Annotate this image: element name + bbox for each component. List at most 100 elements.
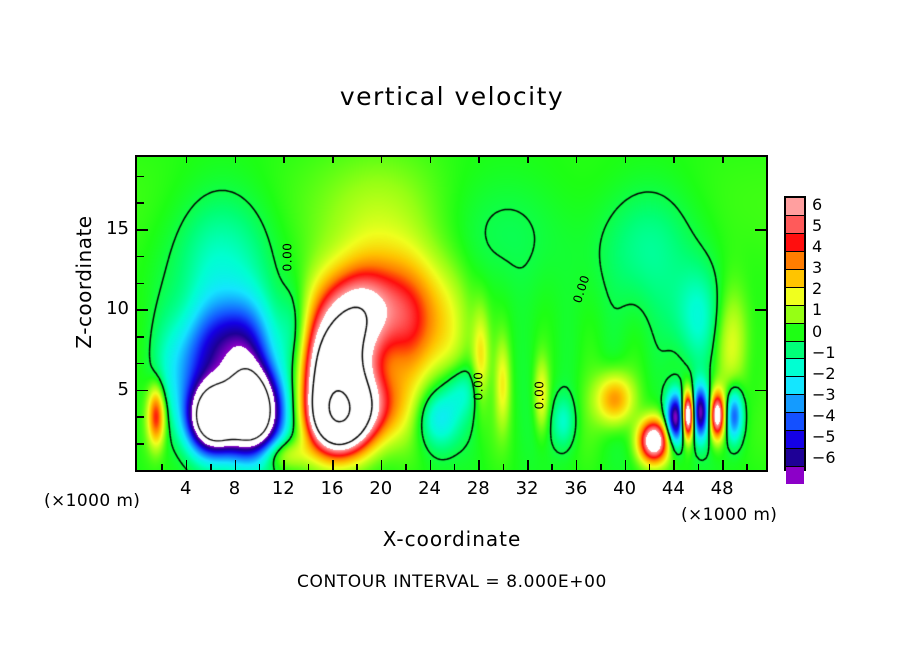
- x-axis-minor-tick: [551, 464, 553, 470]
- y-axis-tick-label: 10: [106, 298, 129, 320]
- x-axis-minor-tick: [648, 464, 651, 470]
- y-axis-minor-tick: [137, 416, 144, 418]
- x-axis-minor-tick: [746, 464, 748, 470]
- colorbar-tick-label: −1: [812, 342, 836, 362]
- page-title: vertical velocity: [339, 82, 565, 111]
- colorbar-band: [786, 395, 804, 414]
- colorbar-tick-label: −4: [812, 405, 836, 425]
- colorbar-band: [786, 269, 804, 288]
- x-axis-top-tick: [429, 155, 432, 163]
- x-axis-major-tick: [673, 460, 675, 470]
- x-axis-tick-label: 16: [320, 478, 344, 499]
- colorbar-band: [786, 377, 804, 396]
- x-axis-major-tick: [722, 460, 724, 470]
- x-axis-tick-label: 40: [613, 478, 637, 499]
- x-axis-top-tick: [234, 155, 237, 163]
- x-axis-tick-label: 20: [369, 478, 393, 499]
- x-axis-top-tick: [332, 155, 334, 163]
- x-axis-minor-tick: [161, 464, 163, 470]
- contour-field-canvas: [137, 157, 766, 470]
- contour-value-label: 0.00: [280, 242, 295, 272]
- colorbar-tick-label: 5: [812, 216, 823, 236]
- x-axis-tick-label: 8: [228, 478, 241, 499]
- plot-frame: 0.00 0.00 0.00 0.00: [135, 155, 768, 472]
- x-axis-tick-label: 48: [710, 478, 734, 499]
- y-axis-tick-label: 5: [117, 378, 129, 400]
- y-axis-minor-tick: [137, 255, 144, 258]
- colorbar-tick-label: 1: [812, 300, 823, 320]
- x-axis-minor-tick: [356, 464, 358, 470]
- colorbar-band: [786, 359, 804, 378]
- x-axis-top-tick: [575, 155, 578, 163]
- x-axis-major-tick: [575, 460, 578, 470]
- y-axis-minor-tick: [137, 443, 144, 445]
- x-axis-top-tick: [673, 155, 675, 163]
- colorbar-tick-label: 6: [812, 195, 823, 214]
- colorbar-tick-label: −2: [812, 363, 836, 383]
- x-axis-major-tick: [332, 460, 334, 470]
- x-axis-top-tick: [283, 155, 285, 163]
- x-axis-minor-tick: [258, 464, 261, 470]
- y-axis-right-tick: [755, 229, 766, 231]
- x-axis-top-tick: [380, 155, 383, 163]
- x-axis-tick-label: 44: [661, 478, 685, 499]
- y-axis-minor-tick: [137, 362, 144, 365]
- x-axis-major-tick: [283, 460, 285, 470]
- x-axis-tick-label: 12: [271, 478, 295, 499]
- contour-value-label: 0.00: [471, 371, 486, 400]
- x-axis-top-tick: [478, 155, 480, 163]
- x-axis-minor-tick: [600, 464, 602, 470]
- y-axis-right-tick: [755, 309, 766, 312]
- colorbar-tick-label: 3: [812, 258, 823, 278]
- colorbar-band: [786, 287, 804, 306]
- x-axis-minor-tick: [405, 464, 407, 470]
- x-axis-top-tick: [185, 155, 188, 163]
- colorbar-band: [786, 323, 804, 342]
- x-axis-minor-tick: [453, 464, 456, 470]
- x-axis-major-tick: [234, 460, 237, 470]
- x-axis-tick-label: 32: [515, 478, 539, 499]
- x-axis-major-tick: [527, 460, 529, 470]
- x-axis-major-tick: [624, 460, 627, 470]
- contour-interval-caption: CONTOUR INTERVAL = 8.000E+00: [297, 572, 607, 592]
- x-axis-top-tick: [527, 155, 529, 163]
- x-axis-major-tick: [478, 460, 480, 470]
- colorbar-band: [786, 215, 804, 234]
- x-axis-tick-label: 28: [466, 478, 490, 499]
- colorbar-tick-label: 2: [812, 279, 823, 299]
- y-axis-minor-tick: [137, 202, 144, 204]
- colorbar-band: [786, 467, 804, 484]
- colorbar-band: [786, 233, 804, 252]
- colorbar-band: [786, 341, 804, 360]
- colorbar: [784, 196, 806, 484]
- x-axis-major-tick: [429, 460, 432, 470]
- colorbar-band: [786, 449, 804, 468]
- y-axis-minor-tick: [137, 282, 144, 285]
- y-axis-minor-tick: [137, 309, 144, 311]
- x-axis-tick-label: 4: [180, 478, 192, 499]
- colorbar-band: [786, 305, 804, 324]
- y-axis-minor-tick: [137, 175, 144, 178]
- x-axis-major-tick: [185, 460, 188, 470]
- y-axis-minor-tick: [137, 336, 144, 338]
- y-axis-minor-tick: [137, 229, 144, 231]
- y-axis-unit: (×1000 m): [44, 491, 141, 511]
- colorbar-tick-label: 0: [812, 321, 823, 341]
- x-axis-unit: (×1000 m): [681, 505, 778, 525]
- x-axis-title: X-coordinate: [382, 527, 522, 551]
- x-axis-tick-label: 24: [418, 478, 441, 499]
- contour-value-label: 0.00: [532, 380, 547, 410]
- colorbar-band: [786, 431, 804, 450]
- x-axis-top-tick: [722, 155, 724, 163]
- colorbar-tick-label: 4: [812, 237, 823, 257]
- x-axis-minor-tick: [697, 464, 700, 470]
- y-axis-tick-label: 15: [106, 218, 129, 240]
- x-axis-major-tick: [380, 460, 383, 470]
- colorbar-tick-label: −6: [812, 448, 836, 467]
- y-axis-right-tick: [755, 389, 766, 392]
- x-axis-minor-tick: [502, 464, 505, 470]
- colorbar-tick-label: −5: [812, 426, 836, 446]
- colorbar-band: [786, 198, 804, 216]
- x-axis-minor-tick: [210, 464, 212, 470]
- x-axis-top-tick: [624, 155, 627, 163]
